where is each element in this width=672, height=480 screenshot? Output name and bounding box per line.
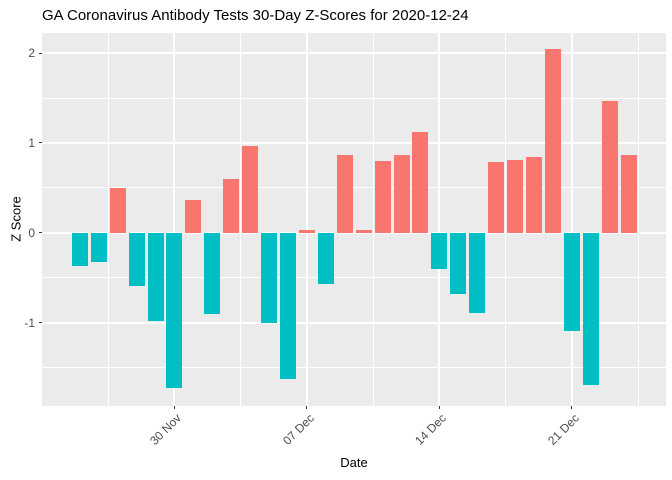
y-tick-mark (39, 52, 42, 54)
y-minor-gridline (42, 366, 666, 368)
y-tick-label: -1 (24, 315, 35, 330)
bar-2020-12-23 (601, 100, 618, 233)
bar-2020-12-19 (525, 157, 542, 233)
bar-2020-12-22 (582, 232, 599, 386)
x-tick-mark (173, 406, 175, 409)
bar-2020-12-21 (563, 232, 580, 331)
x-tick-label: 21 Dec (544, 411, 582, 448)
x-tick-label: 30 Nov (147, 411, 185, 448)
x-tick-mark (571, 406, 573, 409)
x-minor-gridline (240, 33, 242, 406)
y-axis-title: Z Score (8, 196, 24, 242)
x-minor-gridline (637, 33, 639, 406)
bar-2020-12-07 (298, 230, 315, 233)
bar-2020-12-24 (620, 154, 637, 233)
x-minor-gridline (372, 33, 374, 406)
x-minor-gridline (107, 33, 109, 406)
bar-2020-11-30 (166, 232, 183, 389)
y-tick-label: 2 (28, 46, 35, 61)
bar-2020-12-03 (223, 178, 240, 233)
y-major-gridline (42, 231, 666, 234)
bar-2020-12-20 (544, 48, 561, 233)
y-tick-label: 1 (28, 135, 35, 150)
plot-panel (42, 33, 666, 406)
bar-2020-11-26 (90, 232, 107, 263)
bar-2020-12-01 (185, 200, 202, 233)
bar-2020-12-12 (393, 154, 410, 233)
x-major-gridline (305, 33, 308, 406)
bar-2020-12-11 (374, 160, 391, 233)
y-tick-mark (39, 232, 42, 234)
x-major-gridline (570, 33, 573, 406)
y-tick-mark (39, 142, 42, 144)
y-minor-gridline (42, 277, 666, 279)
bar-2020-11-28 (128, 232, 145, 286)
y-tick-label: 0 (28, 225, 35, 240)
bar-2020-12-18 (507, 159, 524, 233)
bar-2020-12-09 (336, 154, 353, 233)
bar-2020-12-04 (242, 145, 259, 233)
bar-2020-12-15 (450, 232, 467, 294)
bar-2020-12-08 (317, 232, 334, 284)
bar-2020-12-05 (261, 232, 278, 324)
y-major-gridline (42, 52, 666, 55)
x-tick-mark (306, 406, 308, 409)
bar-2020-12-16 (469, 232, 486, 313)
bar-2020-12-06 (280, 232, 296, 380)
bar-2020-11-29 (147, 232, 164, 321)
x-axis-title: Date (340, 455, 368, 470)
bar-2020-11-25 (71, 232, 88, 266)
bar-2020-12-10 (355, 230, 372, 233)
chart-title: GA Coronavirus Antibody Tests 30-Day Z-S… (42, 7, 469, 24)
y-minor-gridline (42, 97, 666, 99)
y-tick-mark (39, 322, 42, 323)
x-minor-gridline (505, 33, 507, 406)
y-major-gridline (42, 141, 666, 144)
x-tick-mark (438, 406, 440, 409)
bar-2020-12-02 (204, 232, 221, 314)
x-major-gridline (173, 33, 176, 406)
bar-2020-12-14 (431, 232, 448, 269)
x-tick-label: 07 Dec (280, 411, 317, 448)
bar-2020-12-17 (488, 161, 505, 233)
x-major-gridline (438, 33, 441, 406)
bar-2020-12-13 (412, 132, 429, 233)
y-minor-gridline (42, 187, 666, 189)
bar-2020-11-27 (109, 187, 126, 233)
x-tick-label: 14 Dec (412, 411, 450, 448)
y-major-gridline (42, 321, 666, 324)
